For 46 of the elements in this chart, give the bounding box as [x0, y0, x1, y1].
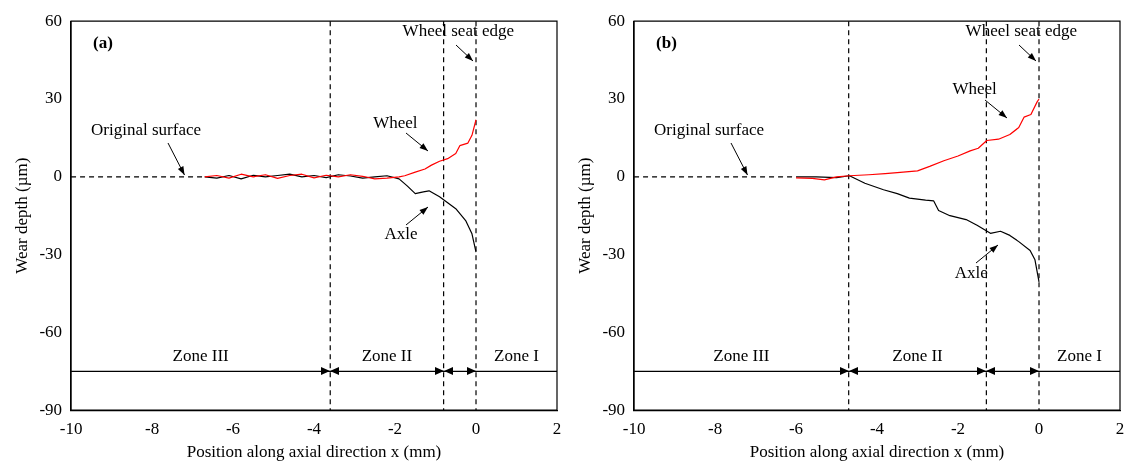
- x-tick-label: -10: [59, 418, 83, 438]
- ref-line-label: Original surface: [654, 119, 765, 139]
- y-tick-label: 60: [45, 10, 63, 30]
- series-label: Wheel: [952, 79, 998, 98]
- x-tick-label: -8: [144, 418, 160, 438]
- y-tick-label: 30: [608, 88, 626, 108]
- y-tick-label: -60: [602, 321, 626, 341]
- annotation: Zone III: [713, 346, 770, 366]
- text: (a): [93, 33, 113, 53]
- y-tick-label: 0: [616, 166, 626, 186]
- ref-line-label: Original surface: [91, 119, 202, 139]
- x-tick-label: -6: [788, 418, 804, 438]
- legend-label: Axle: [954, 262, 988, 282]
- x-axis-title: Position along axial direction x (mm): [186, 442, 442, 462]
- annotation: Zone II: [361, 346, 413, 366]
- annotation: Zone I: [1057, 346, 1103, 366]
- x-tick-label: -10: [622, 418, 646, 438]
- y-tick-label: 60: [608, 10, 626, 30]
- legend-label: Axle: [384, 224, 418, 244]
- y-axis-title: Wear depth (µm): [11, 157, 31, 274]
- y-tick-label: -90: [602, 399, 626, 419]
- x-tick-label: -6: [225, 418, 241, 438]
- ref-line-label: Wheel seat edge: [402, 21, 515, 41]
- annotation: Zone II: [892, 346, 944, 366]
- text: (b): [656, 33, 677, 53]
- text: Wheel: [373, 112, 418, 132]
- ref-line-label: Wheel seat edge: [965, 21, 1078, 41]
- x-tick-label: 2: [552, 418, 562, 438]
- annotation: Zone I: [494, 346, 540, 366]
- y-tick-label: -60: [39, 321, 63, 341]
- y-tick-label: -90: [39, 399, 63, 419]
- y-axis-title: Wear depth (µm): [574, 157, 594, 274]
- x-tick-label: 0: [1034, 418, 1044, 438]
- y-tick-label: -30: [39, 244, 63, 264]
- x-tick-label: -4: [869, 418, 885, 438]
- x-tick-label: 2: [1115, 418, 1125, 438]
- x-tick-label: -8: [707, 418, 723, 438]
- x-tick-label: -2: [950, 418, 966, 438]
- x-tick-label: 0: [471, 418, 481, 438]
- y-tick-label: -30: [602, 244, 626, 264]
- y-tick-label: 0: [53, 166, 63, 186]
- x-tick-label: -4: [306, 418, 322, 438]
- annotation: Zone III: [172, 346, 230, 366]
- x-tick-label: -2: [387, 418, 403, 438]
- x-axis-title: Position along axial direction x (mm): [749, 442, 1005, 462]
- y-tick-label: 30: [45, 88, 63, 108]
